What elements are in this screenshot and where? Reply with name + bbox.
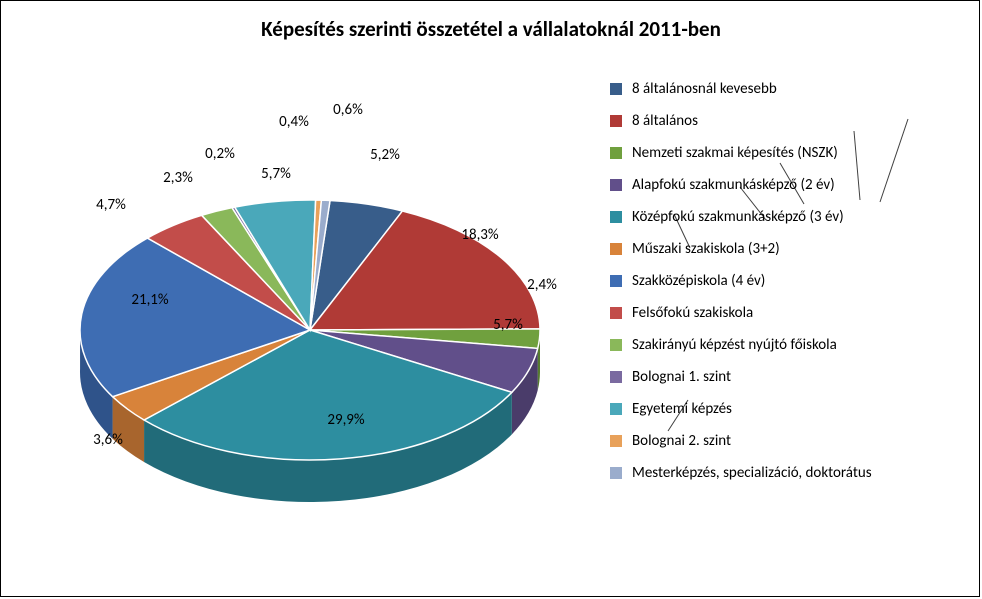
legend-swatch bbox=[610, 115, 622, 127]
legend-swatch bbox=[610, 435, 622, 447]
data-label: 18,3% bbox=[461, 226, 498, 244]
legend-item: Műszaki szakiskola (3+2) bbox=[610, 240, 970, 258]
legend-swatch bbox=[610, 339, 622, 351]
legend-swatch bbox=[610, 243, 622, 255]
chart-title: Képesítés szerinti összetétel a vállalat… bbox=[0, 16, 982, 42]
data-label: 29,9% bbox=[327, 411, 364, 429]
legend-label: 8 általános bbox=[632, 112, 698, 130]
data-label: 0,6% bbox=[333, 101, 363, 119]
legend-item: 8 általános bbox=[610, 112, 970, 130]
legend-item: Szakirányú képzést nyújtó főiskola bbox=[610, 336, 970, 354]
data-label: 21,1% bbox=[131, 291, 168, 309]
data-label: 5,7% bbox=[261, 165, 291, 183]
legend-label: Egyetemi képzés bbox=[632, 400, 732, 418]
legend-swatch bbox=[610, 307, 622, 319]
legend-item: Mesterképzés, specializáció, doktorátus bbox=[610, 464, 970, 482]
legend-swatch bbox=[610, 403, 622, 415]
legend-label: Felsőfokú szakiskola bbox=[632, 304, 753, 322]
legend-label: Bolognai 2. szint bbox=[632, 432, 731, 450]
legend-label: Szakirányú képzést nyújtó főiskola bbox=[632, 336, 837, 354]
legend-swatch bbox=[610, 83, 622, 95]
data-label: 0,2% bbox=[205, 145, 235, 163]
legend-swatch bbox=[610, 467, 622, 479]
legend-swatch bbox=[610, 211, 622, 223]
legend-item: Szakközépiskola (4 év) bbox=[610, 272, 970, 290]
legend-swatch bbox=[610, 275, 622, 287]
legend-item: Nemzeti szakmai képesítés (NSZK) bbox=[610, 144, 970, 162]
data-label: 3,6% bbox=[93, 431, 123, 449]
data-label: 2,4% bbox=[527, 276, 557, 294]
data-label: 4,7% bbox=[96, 196, 126, 214]
legend-item: Bolognai 2. szint bbox=[610, 432, 970, 450]
legend-item: Középfokú szakmunkásképző (3 év) bbox=[610, 208, 970, 226]
pie-chart: 5,2% 18,3% 2,4% 5,7% 29,9% 3,6% 21,1% 4,7% 2,3% 0… bbox=[30, 70, 590, 580]
legend: 8 általánosnál kevesebb 8 általános Nemzet… bbox=[610, 80, 970, 496]
data-label: 0,4% bbox=[279, 113, 309, 131]
legend-label: Középfokú szakmunkásképző (3 év) bbox=[632, 208, 844, 226]
legend-swatch bbox=[610, 179, 622, 191]
legend-label: Műszaki szakiskola (3+2) bbox=[632, 240, 780, 258]
legend-label: Alapfokú szakmunkásképző (2 év) bbox=[632, 176, 835, 194]
legend-item: Bolognai 1. szint bbox=[610, 368, 970, 386]
legend-item: Egyetemi képzés bbox=[610, 400, 970, 418]
legend-label: Szakközépiskola (4 év) bbox=[632, 272, 765, 290]
legend-item: Felsőfokú szakiskola bbox=[610, 304, 970, 322]
legend-label: Nemzeti szakmai képesítés (NSZK) bbox=[632, 144, 838, 162]
legend-swatch bbox=[610, 147, 622, 159]
legend-label: 8 általánosnál kevesebb bbox=[632, 80, 777, 98]
data-label: 2,3% bbox=[163, 169, 193, 187]
data-label: 5,2% bbox=[370, 146, 400, 164]
data-label: 5,7% bbox=[493, 316, 523, 334]
legend-label: Bolognai 1. szint bbox=[632, 368, 731, 386]
legend-item: 8 általánosnál kevesebb bbox=[610, 80, 970, 98]
legend-label: Mesterképzés, specializáció, doktorátus bbox=[632, 464, 872, 482]
legend-item: Alapfokú szakmunkásképző (2 év) bbox=[610, 176, 970, 194]
legend-swatch bbox=[610, 371, 622, 383]
